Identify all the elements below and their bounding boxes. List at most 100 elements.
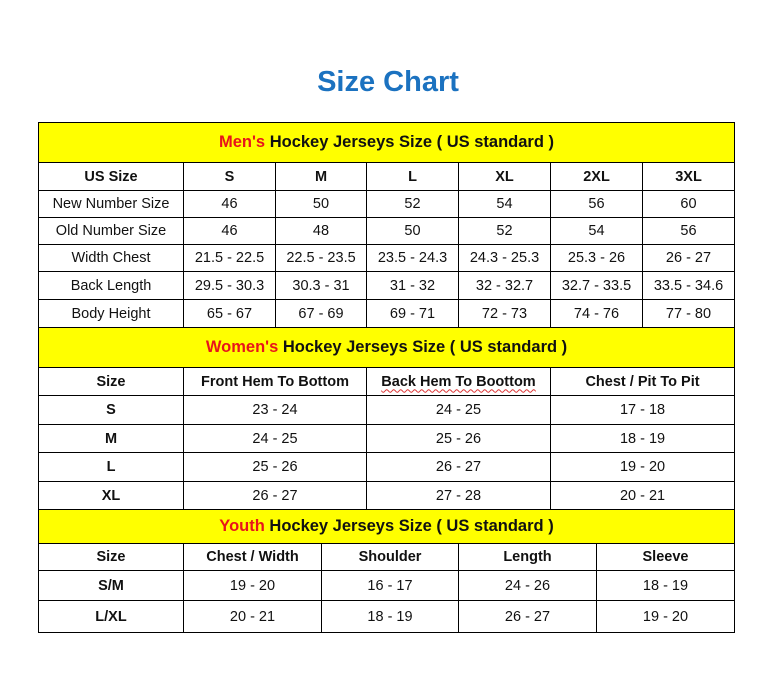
mens-banner: Men's Hockey Jerseys Size ( US standard … xyxy=(38,122,735,163)
table-cell: 46 xyxy=(183,190,276,218)
table-cell: 77 - 80 xyxy=(642,299,735,328)
table-cell: 65 - 67 xyxy=(183,299,276,328)
table-cell: 52 xyxy=(458,217,551,245)
table-cell: 56 xyxy=(550,190,643,218)
column-header-label: Back Hem To Boottom xyxy=(381,373,536,390)
table-cell: 48 xyxy=(275,217,367,245)
column-header-label: US Size xyxy=(84,168,138,185)
column-header: Sleeve xyxy=(595,543,736,571)
table-cell: 29.5 - 30.3 xyxy=(183,271,276,300)
row-label: Back Length xyxy=(38,271,184,300)
table-row: Width Chest 21.5 - 22.5 22.5 - 23.5 23.5 - … xyxy=(38,244,735,272)
table-row: Back Length 29.5 - 30.3 30.3 - 31 31 - 32 32… xyxy=(38,271,735,300)
column-header: 2XL xyxy=(550,162,643,191)
table-cell: 20 - 21 xyxy=(549,481,736,510)
womens-banner-title: Hockey Jerseys Size ( US standard ) xyxy=(278,338,568,356)
table-cell: 74 - 76 xyxy=(550,299,643,328)
column-header-label: Sleeve xyxy=(642,549,689,565)
youth-banner-accent: Youth xyxy=(219,517,265,535)
mens-banner-title: Hockey Jerseys Size ( US standard ) xyxy=(265,133,554,151)
table-row: XL 26 - 27 27 - 28 20 - 21 xyxy=(38,481,736,510)
table-cell: 52 xyxy=(366,190,459,218)
row-label: S xyxy=(38,395,184,425)
table-cell: 50 xyxy=(275,190,367,218)
youth-banner: Youth Hockey Jerseys Size ( US standard … xyxy=(37,509,736,544)
table-cell: 50 xyxy=(366,217,459,245)
table-row: Old Number Size 46 48 50 52 54 56 xyxy=(38,217,735,245)
column-header-label: Chest / Width xyxy=(206,549,299,565)
row-label: L/XL xyxy=(38,600,184,633)
row-label: M xyxy=(38,424,184,453)
table-cell: 25 - 26 xyxy=(183,452,367,482)
page-title: Size Chart xyxy=(317,66,459,98)
table-cell: 72 - 73 xyxy=(458,299,551,328)
table-cell: 25 - 26 xyxy=(366,424,551,453)
mens-banner-accent: Men's xyxy=(219,133,266,151)
table-row: New Number Size 46 50 52 54 56 60 xyxy=(38,190,735,218)
table-row: S/M 19 - 20 16 - 17 24 - 26 18 - 19 xyxy=(38,570,736,601)
column-header: Shoulder xyxy=(321,543,459,571)
table-cell: 18 - 19 xyxy=(321,600,459,633)
row-label: New Number Size xyxy=(38,190,184,218)
youth-size-table: Youth Hockey Jerseys Size ( US standard … xyxy=(37,509,736,633)
youth-header-row: Size Chest / Width Shoulder Length Sleeve xyxy=(38,543,736,571)
table-cell: 26 - 27 xyxy=(366,452,551,482)
table-cell: 32.7 - 33.5 xyxy=(550,271,643,300)
mens-banner-row: Men's Hockey Jerseys Size ( US standard … xyxy=(38,122,735,163)
column-header-label: L xyxy=(408,168,417,185)
table-cell: 26 - 27 xyxy=(183,481,367,510)
table-cell: 30.3 - 31 xyxy=(275,271,367,300)
mens-size-table: Men's Hockey Jerseys Size ( US standard … xyxy=(38,122,735,328)
table-cell: 56 xyxy=(642,217,735,245)
column-header-label: M xyxy=(314,168,328,185)
column-header: L xyxy=(366,162,459,191)
table-row: M 24 - 25 25 - 26 18 - 19 xyxy=(38,424,736,453)
column-header-label: Chest / Pit To Pit xyxy=(585,373,700,390)
table-cell: 25.3 - 26 xyxy=(550,244,643,272)
column-header: M xyxy=(275,162,367,191)
table-cell: 32 - 32.7 xyxy=(458,271,551,300)
womens-banner-accent: Women's xyxy=(205,338,279,356)
column-header: XL xyxy=(458,162,551,191)
column-header: Back Hem To Boottom xyxy=(366,367,551,396)
table-cell: 27 - 28 xyxy=(366,481,551,510)
womens-size-table: Women's Hockey Jerseys Size ( US standar… xyxy=(37,327,736,510)
column-header-label: Size xyxy=(96,549,126,565)
table-cell: 54 xyxy=(458,190,551,218)
table-cell: 24 - 25 xyxy=(183,424,367,453)
table-cell: 19 - 20 xyxy=(183,570,322,601)
column-header: 3XL xyxy=(642,162,735,191)
table-cell: 17 - 18 xyxy=(549,395,736,425)
column-header: Chest / Pit To Pit xyxy=(549,367,736,396)
column-header-label: Shoulder xyxy=(358,549,422,565)
row-label: L xyxy=(38,452,184,482)
table-cell: 23.5 - 24.3 xyxy=(366,244,459,272)
row-label: S/M xyxy=(38,570,184,601)
womens-banner-row: Women's Hockey Jerseys Size ( US standar… xyxy=(37,327,736,368)
table-cell: 22.5 - 23.5 xyxy=(275,244,367,272)
table-cell: 26 - 27 xyxy=(642,244,735,272)
column-header: Chest / Width xyxy=(183,543,322,571)
table-cell: 21.5 - 22.5 xyxy=(183,244,276,272)
column-header: Length xyxy=(458,543,597,571)
column-header-label: 3XL xyxy=(675,168,702,185)
table-row: L 25 - 26 26 - 27 19 - 20 xyxy=(38,452,736,482)
table-row: L/XL 20 - 21 18 - 19 26 - 27 19 - 20 xyxy=(38,600,736,633)
column-header: S xyxy=(183,162,276,191)
table-cell: 23 - 24 xyxy=(183,395,367,425)
womens-banner: Women's Hockey Jerseys Size ( US standar… xyxy=(37,327,736,368)
column-header-label: Size xyxy=(96,373,126,390)
table-cell: 60 xyxy=(642,190,735,218)
womens-header-row: Size Front Hem To Bottom Back Hem To Boott… xyxy=(38,367,736,396)
column-header-label: Front Hem To Bottom xyxy=(201,373,349,390)
table-row: S 23 - 24 24 - 25 17 - 18 xyxy=(38,395,736,425)
table-cell: 24.3 - 25.3 xyxy=(458,244,551,272)
table-cell: 26 - 27 xyxy=(458,600,597,633)
youth-banner-title: Hockey Jerseys Size ( US standard ) xyxy=(264,517,554,535)
table-cell: 19 - 20 xyxy=(595,600,736,633)
table-cell: 24 - 25 xyxy=(366,395,551,425)
table-cell: 18 - 19 xyxy=(549,424,736,453)
column-header: Size xyxy=(38,543,184,571)
table-cell: 46 xyxy=(183,217,276,245)
table-cell: 19 - 20 xyxy=(549,452,736,482)
